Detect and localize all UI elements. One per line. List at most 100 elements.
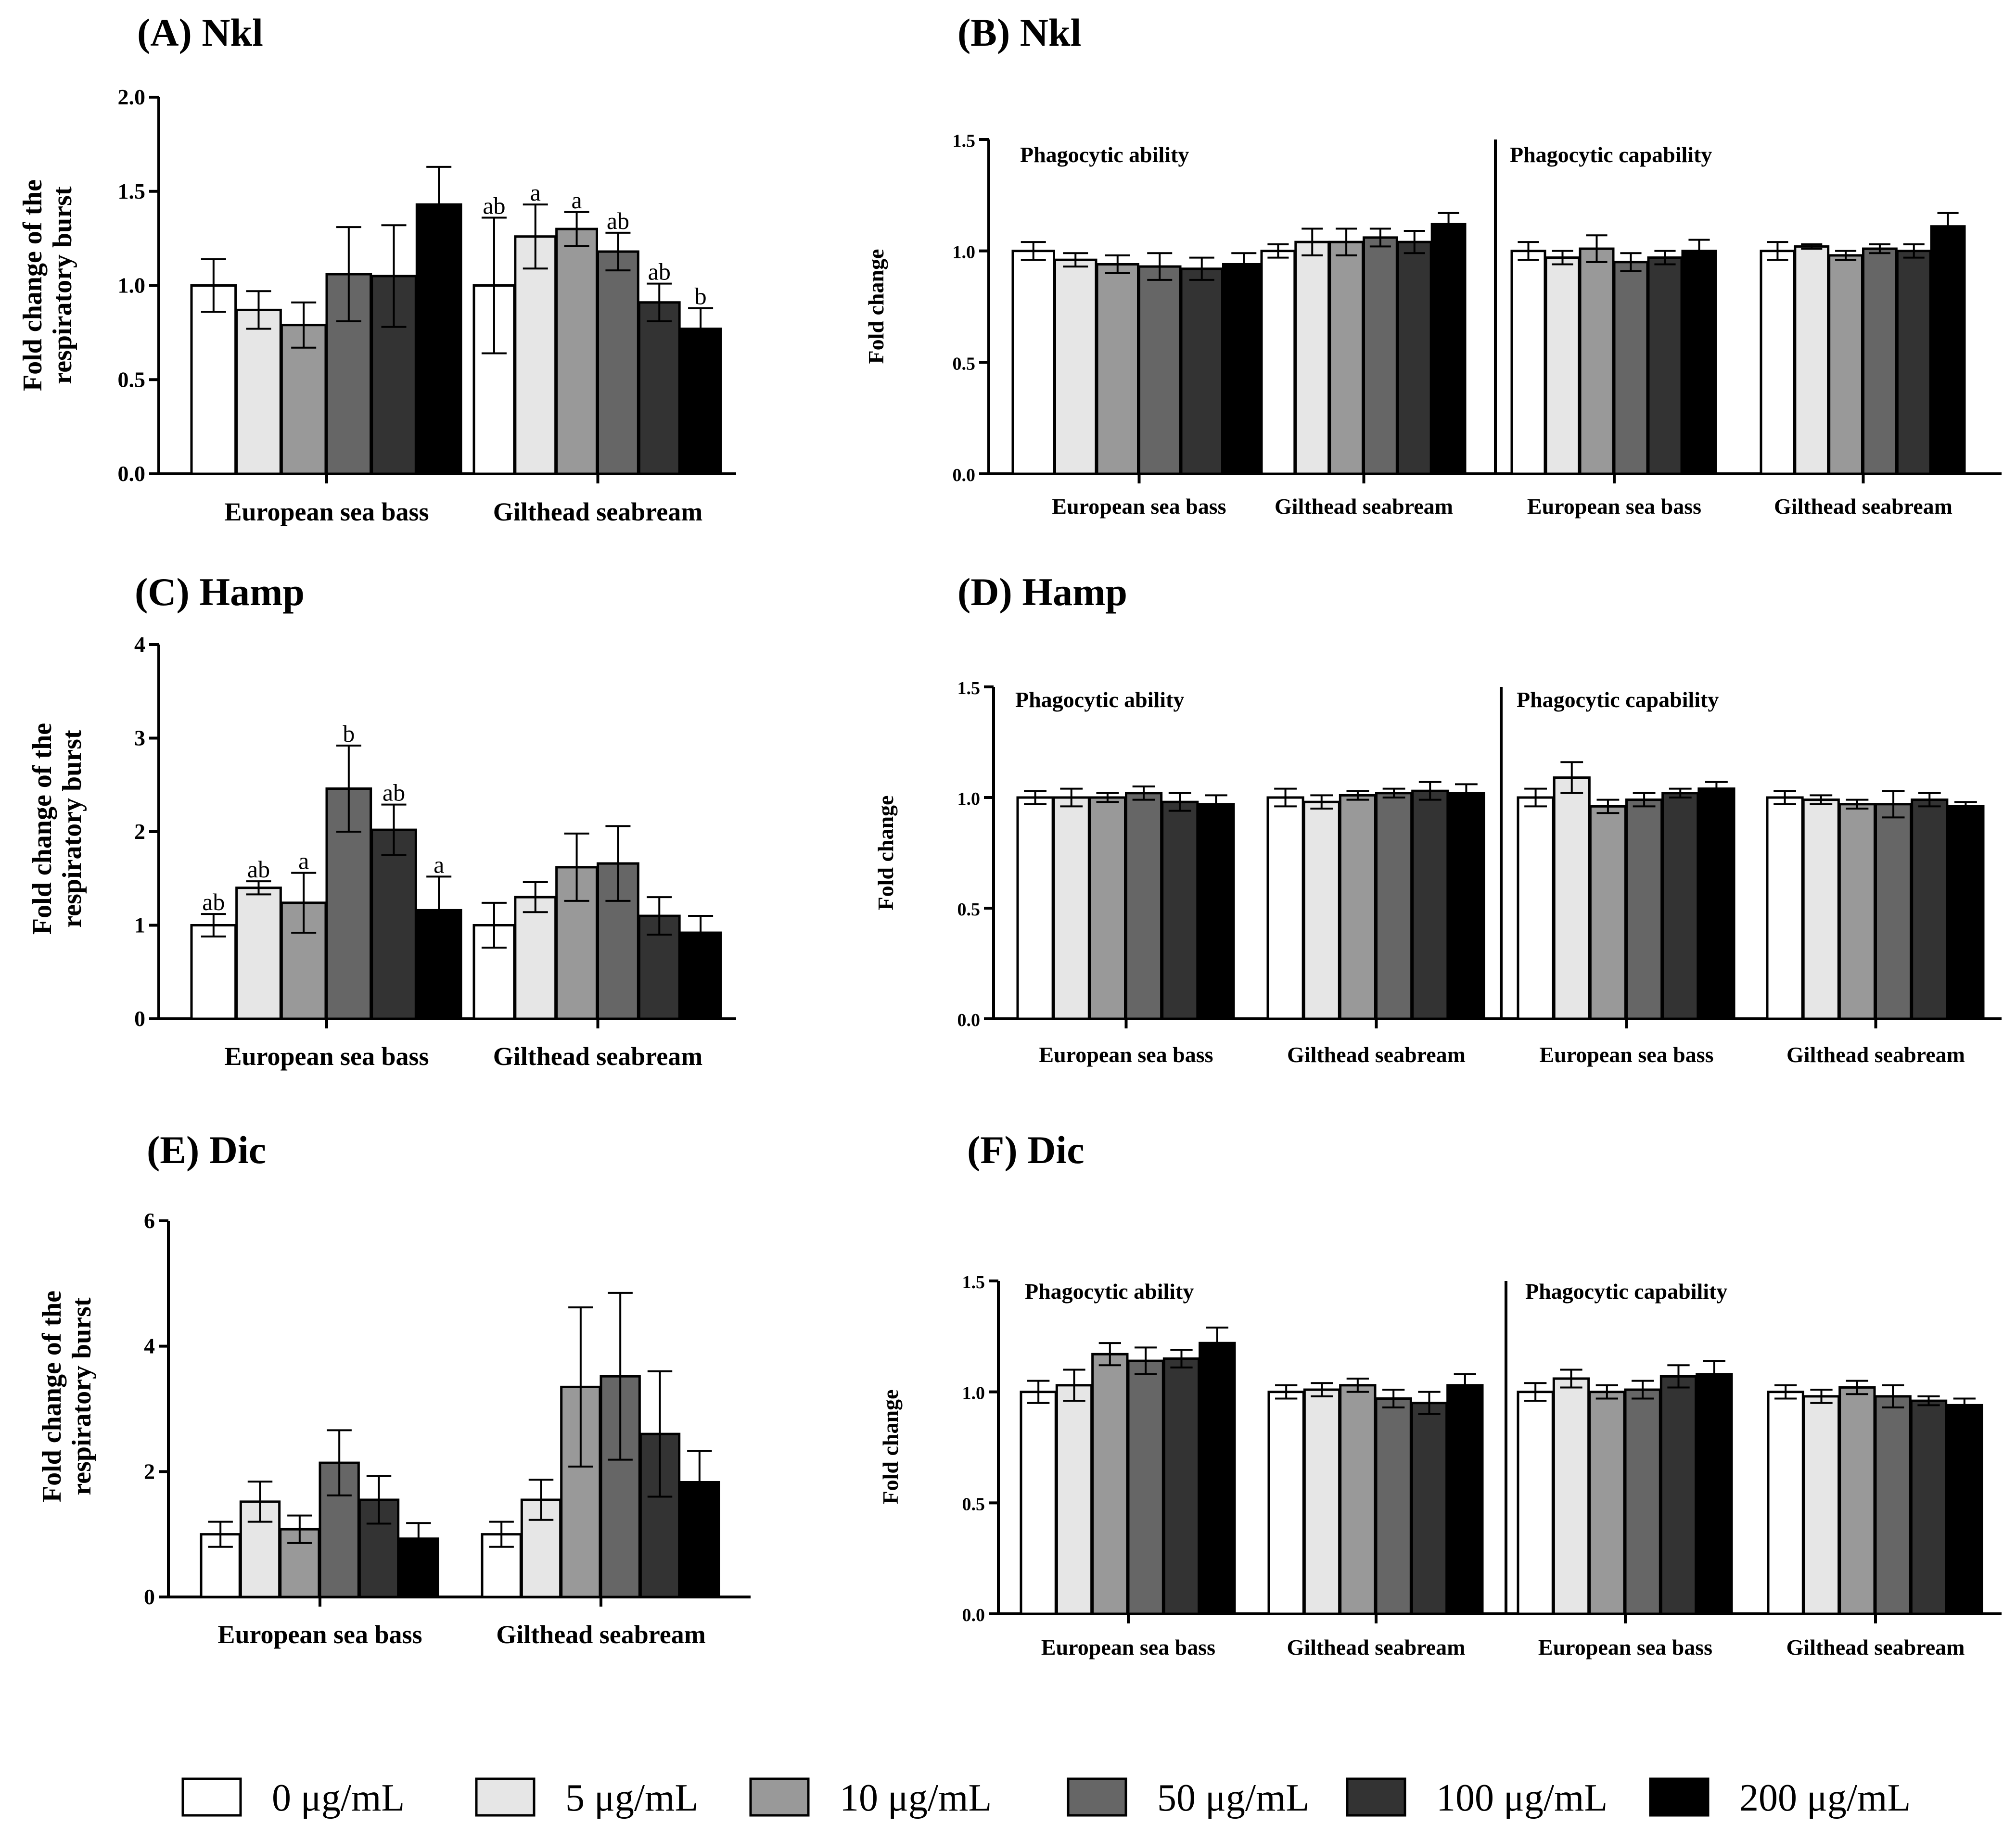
y-tick-label: 1.0 — [962, 1383, 985, 1404]
bar — [1303, 1388, 1341, 1615]
x-category-label: European sea bass — [1039, 1042, 1213, 1067]
y-tick-label: 1.5 — [953, 131, 976, 151]
bar — [1828, 254, 1864, 475]
section-header: Phagocytic capability — [1525, 1279, 1727, 1304]
bar — [1267, 1391, 1305, 1615]
y-tick-label: 0 — [144, 1584, 155, 1609]
x-category-label: European sea bass — [1052, 494, 1226, 519]
bar — [1127, 1359, 1164, 1615]
y-tick-label: 3 — [134, 726, 145, 750]
y-tick-label: 0.5 — [953, 354, 976, 374]
bar — [1096, 263, 1139, 475]
bar — [1294, 241, 1330, 475]
panel-title: (C) Hamp — [135, 570, 305, 614]
y-tick-label: 2 — [134, 819, 145, 844]
bar — [235, 308, 282, 475]
legend: 0 μg/mL 5 μg/mL 10 μg/mL 50 μg/mL 100 μg… — [181, 1777, 1911, 1819]
bar — [190, 924, 237, 1020]
legend-label-1: 5 μg/mL — [565, 1777, 698, 1819]
significance-label: b — [343, 720, 355, 747]
y-axis-label-line: Fold change of the — [27, 723, 57, 935]
bar — [1696, 1373, 1733, 1615]
bar — [679, 328, 722, 475]
bar — [1552, 1377, 1590, 1615]
x-category-label: European sea bass — [1041, 1635, 1215, 1660]
y-axis-label: Fold change — [878, 1390, 903, 1505]
bar — [1659, 1375, 1697, 1615]
panel-c: (C) Hamp Fold change of therespiratory bu… — [27, 570, 736, 1071]
bar — [1328, 241, 1365, 475]
x-category-label: European sea bass — [1538, 1635, 1712, 1660]
bar — [1766, 796, 1804, 1020]
y-axis-label: Fold change of therespiratory burst — [18, 179, 77, 391]
bar — [1125, 792, 1163, 1020]
significance-label: ab — [202, 888, 225, 915]
y-tick-label: 1.0 — [118, 273, 146, 298]
section-header: Phagocytic capability — [1517, 687, 1719, 712]
bar — [1553, 776, 1591, 1020]
bar — [1911, 798, 1949, 1020]
bar — [1055, 1384, 1093, 1615]
bar — [1016, 796, 1054, 1020]
y-tick-label: 1 — [134, 913, 145, 938]
legend-swatch-1 — [475, 1777, 536, 1817]
bar — [1681, 250, 1717, 475]
y-tick-label: 1.5 — [962, 1272, 985, 1292]
legend-swatch-2 — [749, 1777, 810, 1817]
bar — [1625, 798, 1663, 1020]
y-axis-label: Fold change — [864, 249, 888, 364]
bar — [1446, 1384, 1484, 1615]
legend-label-2: 10 μg/mL — [840, 1777, 992, 1819]
bar — [1091, 1353, 1129, 1615]
bar — [1162, 1357, 1200, 1615]
significance-label: a — [298, 848, 309, 874]
panel-title: (E) Dic — [147, 1128, 266, 1172]
x-category-label: Gilthead seabream — [1287, 1042, 1466, 1067]
significance-label: ab — [383, 779, 405, 806]
y-tick-label: 2 — [144, 1459, 155, 1483]
bar — [1579, 247, 1615, 475]
bar — [514, 896, 557, 1020]
bar — [1339, 1384, 1377, 1615]
section-header: Phagocytic capability — [1510, 142, 1712, 167]
y-axis-label: Fold change of therespiratory burst — [27, 723, 87, 935]
x-category-label: European sea bass — [224, 1042, 429, 1071]
panel-title: (B) Nkl — [957, 11, 1081, 54]
bar — [1447, 792, 1485, 1020]
y-tick-label: 1.5 — [118, 179, 146, 203]
bar — [1054, 258, 1097, 475]
bar — [638, 301, 681, 475]
bar — [1510, 250, 1546, 475]
y-tick-label: 1.0 — [957, 789, 981, 809]
bar — [1589, 805, 1627, 1020]
y-tick-label: 1.0 — [953, 242, 976, 263]
x-category-label: Gilthead seabream — [1786, 1042, 1965, 1067]
bar — [1161, 800, 1199, 1020]
bar — [1410, 1402, 1448, 1615]
significance-label: a — [571, 187, 582, 214]
bar — [1875, 803, 1913, 1020]
y-axis-label-line: respiratory burst — [67, 1297, 97, 1495]
y-tick-label: 0.5 — [962, 1494, 985, 1514]
bar — [1896, 250, 1932, 475]
bar — [1544, 256, 1581, 475]
x-category-label: Gilthead seabream — [1786, 1635, 1965, 1660]
bar — [1020, 1391, 1057, 1615]
significance-label: ab — [483, 192, 505, 219]
bar — [1052, 796, 1090, 1020]
x-category-label: Gilthead seabream — [1774, 494, 1952, 519]
y-tick-label: 6 — [144, 1208, 155, 1233]
bar — [1088, 796, 1126, 1020]
bar — [1947, 805, 1985, 1020]
bar — [235, 887, 282, 1020]
y-tick-label: 0 — [134, 1006, 145, 1031]
x-category-label: European sea bass — [1527, 494, 1701, 519]
bar — [1375, 792, 1413, 1020]
bar — [1517, 796, 1555, 1020]
bar — [1197, 803, 1235, 1020]
bar — [1199, 1342, 1236, 1615]
x-category-label: European sea bass — [1539, 1042, 1713, 1067]
legend-label-4: 100 μg/mL — [1436, 1777, 1608, 1819]
bar — [1375, 1397, 1412, 1615]
bar — [1138, 265, 1182, 475]
